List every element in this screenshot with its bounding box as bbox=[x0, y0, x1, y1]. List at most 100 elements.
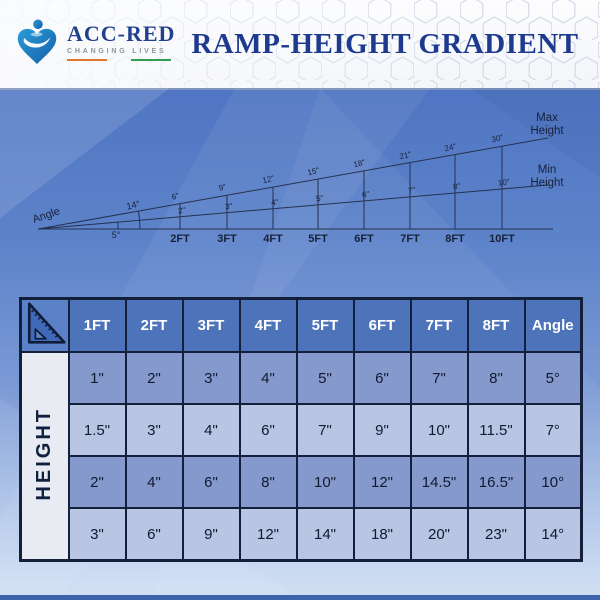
ft-label: 3FT bbox=[217, 233, 237, 245]
max-height-value: 18" bbox=[353, 158, 367, 170]
table-cell: 7" bbox=[295, 403, 355, 457]
column-header-7ft: 7FT bbox=[409, 297, 469, 353]
max-height-line bbox=[37, 137, 549, 230]
heart-person-icon bbox=[17, 19, 57, 65]
table-cell-angle: 5° bbox=[523, 351, 583, 405]
table-cell: 6" bbox=[181, 455, 241, 509]
max-height-label: Max bbox=[536, 112, 558, 124]
table-cell: 4" bbox=[181, 403, 241, 457]
column-header-1ft: 1FT bbox=[67, 297, 127, 353]
min-height-line bbox=[37, 184, 549, 230]
table-cell: 1.5" bbox=[67, 403, 127, 457]
table-cell: 14.5" bbox=[409, 455, 469, 509]
table-cell: 2" bbox=[67, 455, 127, 509]
table-cell: 18" bbox=[352, 507, 412, 562]
table-cell: 1" bbox=[67, 351, 127, 405]
table-cell: 4" bbox=[124, 455, 184, 509]
table-row: 3" 6" 9" 12" 14" 18" 20" 23" 14° bbox=[21, 507, 583, 562]
max-height-value: 21" bbox=[399, 150, 413, 162]
max-height-value: 12" bbox=[262, 174, 276, 186]
ft-label: 5FT bbox=[308, 233, 328, 245]
table-cell: 7" bbox=[409, 351, 469, 405]
table-cell: 4" bbox=[238, 351, 298, 405]
max-height-value: 30" bbox=[491, 133, 505, 145]
min-height-label: Min bbox=[538, 164, 557, 176]
page-title: RAMP-HEIGHT GRADIENT bbox=[191, 28, 579, 60]
min-height-value: 5" bbox=[316, 194, 324, 204]
table-cell: 3" bbox=[124, 403, 184, 457]
ft-label: 8FT bbox=[445, 233, 465, 245]
table-cell: 14" bbox=[295, 507, 355, 562]
min-height-value: 2" bbox=[178, 206, 186, 216]
tagline-underline bbox=[67, 59, 171, 61]
header: ACC-RED CHANGING LIVES RAMP-HEIGHT GRADI… bbox=[0, 0, 600, 88]
angle-label: Angle bbox=[31, 205, 62, 226]
table-row: 1.5" 3" 4" 6" 7" 9" 10" 11.5" 7° bbox=[21, 403, 583, 457]
table-row: 2" 4" 6" 8" 10" 12" 14.5" 16.5" 10° bbox=[21, 455, 583, 509]
table-cell: 6" bbox=[352, 351, 412, 405]
table-header-row: 1FT 2FT 3FT 4FT 5FT 6FT 7FT 8FT Angle bbox=[19, 297, 583, 353]
min-height-value: 6" bbox=[362, 190, 370, 200]
column-header-8ft: 8FT bbox=[466, 297, 526, 353]
table-cell: 12" bbox=[352, 455, 412, 509]
column-header-5ft: 5FT bbox=[295, 297, 355, 353]
table-cell: 8" bbox=[238, 455, 298, 509]
brand-name: ACC-RED bbox=[67, 21, 176, 46]
table-cell: 5" bbox=[295, 351, 355, 405]
column-header-4ft: 4FT bbox=[238, 297, 298, 353]
table-cell: 6" bbox=[124, 507, 184, 562]
min-height-value: 4" bbox=[271, 198, 279, 208]
min-angle-label: 5° bbox=[112, 230, 121, 240]
table-cell: 3" bbox=[181, 351, 241, 405]
table-cell: 16.5" bbox=[466, 455, 526, 509]
ft-label: 10FT bbox=[489, 233, 515, 245]
table-cell: 12" bbox=[238, 507, 298, 562]
hexagon-fade-overlay bbox=[0, 0, 600, 88]
table-cell: 10" bbox=[295, 455, 355, 509]
ft-label: 7FT bbox=[400, 233, 420, 245]
table-cell: 20" bbox=[409, 507, 469, 562]
bottom-accent-bar bbox=[0, 595, 600, 600]
set-square-icon bbox=[27, 302, 66, 344]
min-height-value: 8" bbox=[453, 182, 461, 192]
min-height-value: 7" bbox=[408, 186, 416, 196]
min-height-label: Height bbox=[530, 177, 564, 189]
max-angle-label: 14° bbox=[125, 198, 141, 211]
ft-label: 6FT bbox=[354, 233, 374, 245]
ramp-height-table: 1FT 2FT 3FT 4FT 5FT 6FT 7FT 8FT Angle HE… bbox=[19, 297, 583, 562]
column-header-angle: Angle bbox=[523, 297, 583, 353]
table-cell: 6" bbox=[238, 403, 298, 457]
column-header-2ft: 2FT bbox=[124, 297, 184, 353]
max-height-value: 9" bbox=[218, 182, 227, 193]
angle-arc-max bbox=[137, 211, 141, 230]
table-cell-angle: 14° bbox=[523, 507, 583, 562]
height-row-header: HEIGHT bbox=[19, 351, 70, 562]
max-height-value: 24" bbox=[444, 142, 458, 154]
table-cell: 3" bbox=[67, 507, 127, 562]
table-cell: 23" bbox=[466, 507, 526, 562]
ft-label: 2FT bbox=[170, 233, 190, 245]
min-height-value: 10" bbox=[497, 177, 510, 187]
column-header-3ft: 3FT bbox=[181, 297, 241, 353]
table-cell: 9" bbox=[181, 507, 241, 562]
max-height-value: 15" bbox=[307, 166, 321, 178]
column-header-6ft: 6FT bbox=[352, 297, 412, 353]
table-cell: 9" bbox=[352, 403, 412, 457]
max-height-label: Height bbox=[530, 125, 564, 137]
tagline-underline-orange bbox=[67, 59, 107, 61]
table-cell: 8" bbox=[466, 351, 526, 405]
tagline-underline-green bbox=[131, 59, 171, 61]
brand-logo: ACC-RED CHANGING LIVES bbox=[14, 17, 175, 67]
ramp-diagram: Angle 5° 14° 2FT 3FT 4FT 5FT 6FT 7FT 8FT… bbox=[31, 112, 564, 245]
table-cell: 2" bbox=[124, 351, 184, 405]
table-row: HEIGHT 1" 2" 3" 4" 5" 6" 7" 8" 5° bbox=[19, 351, 583, 562]
table-cell: 10" bbox=[409, 403, 469, 457]
table-cell-angle: 7° bbox=[523, 403, 583, 457]
table-cell: 11.5" bbox=[466, 403, 526, 457]
table-cell-angle: 10° bbox=[523, 455, 583, 509]
max-height-value: 6" bbox=[171, 191, 180, 202]
brand-tagline: CHANGING LIVES bbox=[67, 48, 167, 55]
ft-label: 4FT bbox=[263, 233, 283, 245]
min-height-value: 3" bbox=[225, 202, 233, 212]
set-square-icon-cell bbox=[19, 297, 70, 353]
